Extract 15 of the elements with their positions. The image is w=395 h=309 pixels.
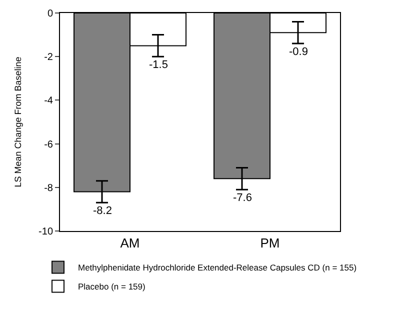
legend-label: Methylphenidate Hydrochloride Extended-Release Capsules CD (n = 155) — [78, 262, 357, 273]
y-tick-label: -4 — [44, 96, 54, 107]
data-label: -7.6 — [233, 192, 252, 204]
y-tick-label: 0 — [47, 8, 54, 20]
data-label: -8.2 — [93, 205, 112, 217]
legend-label: Placebo (n = 159) — [78, 282, 146, 292]
y-tick-label: -10 — [38, 226, 54, 238]
x-tick-label: AM — [120, 236, 140, 251]
data-label: -0.9 — [289, 46, 308, 58]
x-tick-label: PM — [260, 236, 280, 251]
y-tick-label: -8 — [44, 182, 54, 194]
y-tick-label: -2 — [44, 52, 54, 64]
y-tick-label: -6 — [44, 139, 54, 150]
data-label: -1.5 — [149, 59, 168, 71]
y-axis-title: LS Mean Change From Baseline — [12, 56, 23, 188]
